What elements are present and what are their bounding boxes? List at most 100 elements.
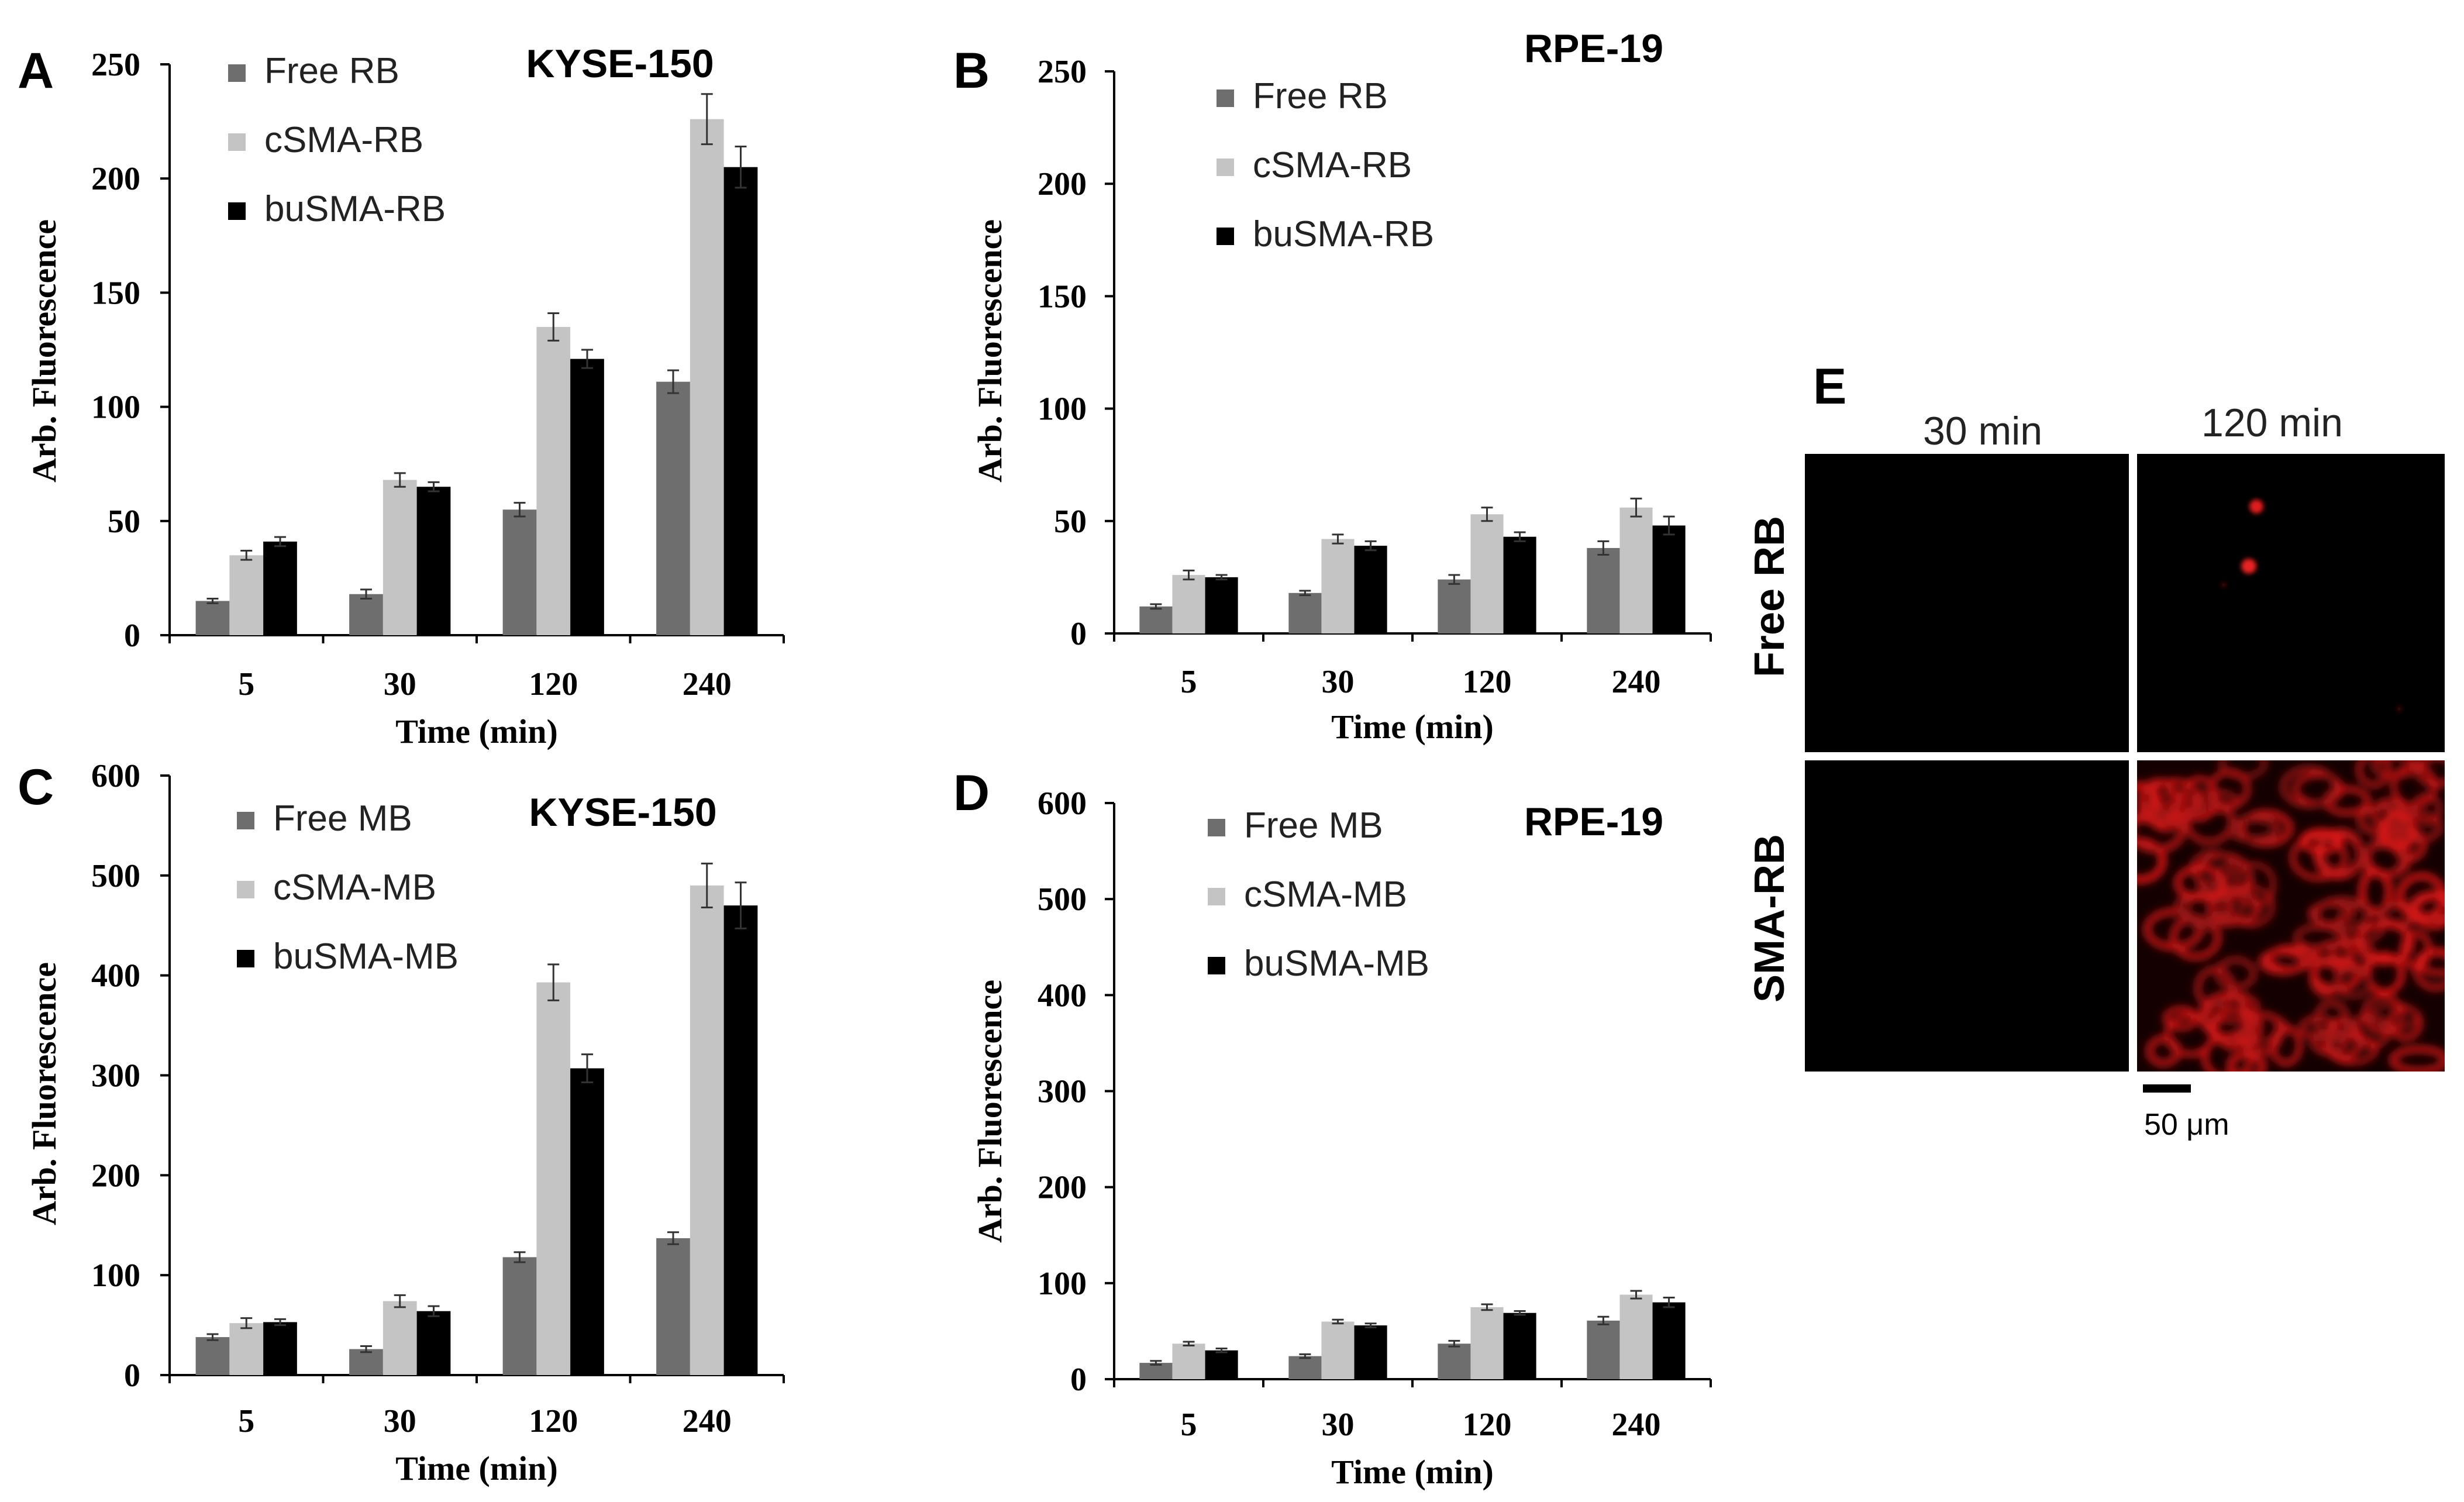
x-tick-label: 120 [1463,664,1512,700]
x-axis-title: Time (min) [1331,1453,1494,1491]
micrograph-sma-rb-30-min [1805,760,2129,1072]
y-tick-label: 200 [91,1157,140,1194]
legend-swatch [1208,888,1225,905]
error-bar [1448,1339,1460,1348]
error-bar [1597,540,1610,556]
error-bar [240,550,253,561]
chart-title: KYSE-150 [529,790,716,835]
y-tick-label: 250 [1038,54,1087,90]
error-bar [1299,590,1311,597]
error-bar [1663,515,1675,536]
bar-free-mb-120 [502,1257,537,1375]
error-bar [1150,1360,1162,1366]
x-tick-label: 240 [1612,664,1661,700]
chart-panel-c: C KYSE-150 0 100 200 300 400 500 600 5 30 120 240 Fre… [18,758,785,1487]
bar-busma-rb-120 [1503,536,1536,633]
legend-swatch [228,202,246,220]
bar-busma-rb-30 [1354,546,1387,633]
x-tick-label: 240 [683,1403,732,1439]
error-bar [1481,507,1493,522]
bar-busma-rb-240 [1652,525,1686,633]
x-tick-label: 30 [1322,1407,1355,1443]
chart-title: RPE-19 [1524,800,1663,844]
y-tick-label: 300 [91,1058,140,1094]
error-bar [394,1294,406,1308]
bar-free-mb-120 [1438,1343,1471,1379]
legend-label: buSMA-MB [1244,943,1429,984]
y-axis-title: Arb. Fluorescence [25,962,63,1225]
legend-label: Free RB [264,51,399,91]
bar-busma-rb-120 [570,359,604,635]
legend-label: buSMA-MB [273,936,459,977]
error-bar [1332,533,1344,545]
bar-busma-rb-30 [416,487,451,635]
x-tick-label: 5 [238,666,254,702]
legend-swatch [1217,159,1234,176]
legend-label: Free MB [1244,805,1383,846]
panel-letter: C [18,759,54,815]
bar-csma-mb-120 [536,982,571,1375]
error-bar [1332,1318,1344,1325]
x-tick-label: 5 [1181,1407,1197,1443]
legend-label: Free MB [273,798,412,839]
bar-free-rb-5 [1139,606,1173,633]
bar-free-mb-5 [195,1337,230,1375]
panel-letter: A [18,43,54,99]
bar-csma-rb-120 [1470,514,1504,633]
bar-busma-mb-120 [570,1068,604,1375]
error-bar [701,862,713,908]
micrograph-free-rb-30-min [1805,454,2129,752]
legend-swatch [1208,957,1225,974]
bar-free-rb-120 [1438,579,1471,633]
bar-csma-rb-5 [229,555,264,635]
legend-swatch [1208,819,1225,836]
x-tick-label: 30 [1322,664,1355,700]
y-tick-label: 50 [1054,504,1087,540]
legend-label: Free RB [1253,76,1388,116]
error-bar [547,963,560,1001]
panel-letter: B [953,43,990,99]
error-bar [581,1053,593,1083]
bar-busma-rb-5 [263,541,297,635]
y-axis-title: Arb. Fluorescence [25,219,63,483]
y-tick-label: 0 [1070,1362,1087,1398]
error-bar [1364,540,1377,552]
x-tick-label: 240 [1612,1407,1661,1443]
bar-busma-mb-30 [416,1311,451,1375]
y-tick-label: 500 [91,858,140,894]
error-bar [1597,1315,1610,1325]
bar-busma-mb-5 [263,1322,297,1375]
error-bar [581,349,593,369]
y-tick-label: 150 [91,275,140,311]
x-tick-label: 30 [384,1403,416,1439]
error-bar [547,312,560,342]
error-bar [1364,1322,1377,1328]
error-bar [1299,1353,1311,1359]
chart-panel-d: D RPE-19 0 100 200 300 400 500 600 5 30 120 240 Free … [953,765,1712,1491]
legend-label: cSMA-RB [264,120,423,160]
bar-csma-rb-240 [690,119,724,636]
bar-busma-mb-240 [723,905,758,1375]
chart-panel-a: A KYSE-150 0 50 100 150 200 250 5 30 120 240 Free RB… [18,42,785,750]
error-bar [1481,1303,1493,1311]
bar-csma-mb-240 [690,885,724,1375]
bar-csma-mb-30 [382,1301,417,1375]
y-tick-label: 200 [1038,166,1087,202]
error-bar [206,1333,219,1341]
legend-swatch [1217,89,1234,107]
chart-panel-b: B RPE-19 0 50 100 150 200 250 5 30 120 240 Free RB cS… [953,26,1712,746]
error-bar [360,588,372,600]
column-label-30-min: 30 min [1923,409,2042,453]
legend-swatch [237,881,254,898]
y-tick-label: 600 [1038,786,1087,822]
column-label-120-min: 120 min [2201,401,2343,445]
bar-free-mb-30 [349,1349,383,1375]
x-tick-label: 30 [384,666,416,702]
row-label-sma-rb: SMA-RB [1746,834,1793,1003]
bar-csma-mb-30 [1321,1321,1355,1379]
y-tick-label: 500 [1038,881,1087,918]
bar-busma-rb-5 [1205,577,1238,633]
error-bar [667,369,679,394]
error-bar [1150,603,1162,610]
y-tick-label: 50 [108,504,140,540]
